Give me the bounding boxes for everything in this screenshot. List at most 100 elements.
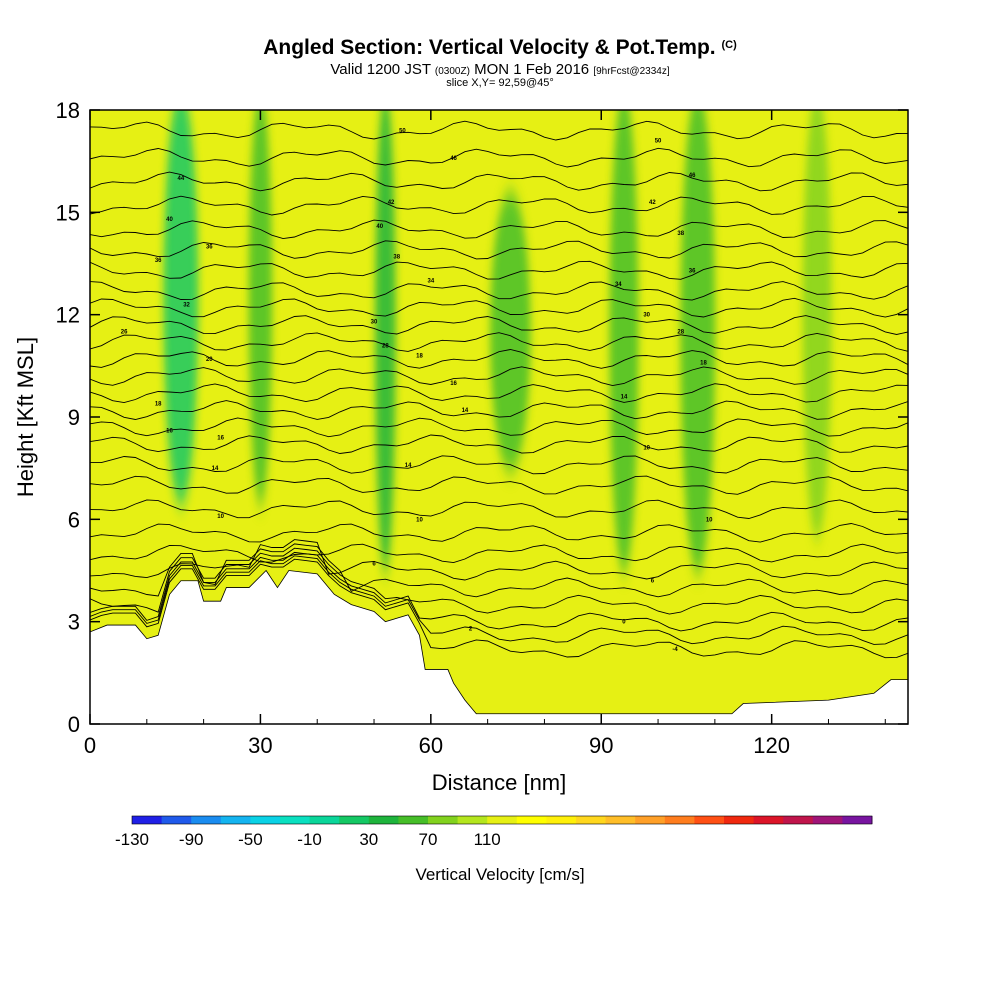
contour-label-36: 46 — [689, 173, 696, 179]
theta-contour-7 — [90, 523, 908, 543]
forecast-info: [9hrFcst@2334z] — [593, 66, 670, 77]
contour-label-11: 10 — [217, 514, 224, 520]
contour-label-21: 6 — [372, 562, 376, 568]
contour-label-4: 40 — [166, 217, 173, 223]
theta-contour-24 — [90, 195, 908, 216]
title-main: Angled Section: Vertical Velocity & Pot.… — [263, 36, 716, 59]
colorbar-swatch — [368, 816, 399, 824]
contour-label-20: 10 — [416, 517, 423, 523]
theta-contour-13 — [90, 400, 908, 420]
x-tick-label: 30 — [248, 733, 272, 758]
colorbar-swatch — [398, 816, 429, 824]
theta-contour-5 — [90, 539, 908, 581]
chart-title: Angled Section: Vertical Velocity & Pot.… — [0, 36, 1000, 60]
y-tick-label: 0 — [68, 712, 80, 737]
colorbar-label: Vertical Velocity [cm/s] — [415, 865, 584, 884]
updraft-band-0 — [163, 110, 199, 506]
theta-contour-8 — [90, 499, 908, 519]
title-unit: (C) — [721, 39, 737, 51]
updraft-band-5 — [680, 110, 716, 574]
contour-label-17: 50 — [399, 128, 406, 134]
theta-contour-14 — [90, 383, 908, 404]
chart-subtitle: Valid 1200 JST (0300Z) MON 1 Feb 2016 [9… — [0, 61, 1000, 78]
theta-contour-10 — [90, 455, 908, 475]
contour-label-9: 14 — [212, 466, 219, 472]
contour-label-23: 46 — [450, 156, 457, 162]
contour-label-25: 14 — [462, 408, 469, 414]
contour-label-3: 16 — [166, 429, 173, 435]
colorbar-tick-label: -90 — [179, 830, 204, 849]
y-tick-label: 18 — [56, 98, 80, 123]
contour-label-27: 34 — [615, 282, 622, 288]
theta-contour-4 — [90, 543, 908, 598]
contour-label-1: 36 — [155, 258, 162, 264]
theta-contour-15 — [90, 366, 908, 387]
theta-contour-1 — [90, 555, 908, 645]
updraft-band-4 — [609, 110, 639, 574]
theta-contour-2 — [90, 551, 908, 632]
colorbar-swatch — [783, 816, 814, 824]
theta-contour-27 — [90, 120, 908, 141]
updraft-band-6 — [802, 110, 832, 540]
colorbar-swatch — [428, 816, 459, 824]
theta-contour-19 — [90, 297, 908, 318]
y-axis-label: Height [Kft MSL] — [13, 337, 38, 497]
colorbar-swatch — [605, 816, 636, 824]
contour-label-40: -4 — [672, 647, 678, 653]
colorbar-frame — [131, 815, 873, 825]
colorbar-swatch — [635, 816, 666, 824]
theta-contour-17 — [90, 332, 908, 352]
contour-label-15: 42 — [388, 200, 395, 206]
theta-contour-23 — [90, 219, 908, 240]
valid-date: MON 1 Feb 2016 — [474, 61, 590, 78]
colorbar-tick-label: -10 — [297, 830, 322, 849]
theta-contour-12 — [90, 417, 908, 438]
x-tick-label: 120 — [753, 733, 790, 758]
colorbar-swatch — [487, 816, 518, 824]
contour-label-14: 40 — [376, 224, 383, 230]
x-tick-label: 90 — [589, 733, 613, 758]
contour-label-39: 10 — [706, 517, 713, 523]
contour-label-6: 32 — [183, 302, 190, 308]
y-tick-label: 12 — [56, 303, 80, 328]
theta-contour-16 — [90, 349, 908, 369]
contour-label-19: 18 — [416, 354, 423, 360]
contour-label-5: 44 — [178, 176, 185, 182]
contour-label-26: 2 — [469, 626, 473, 632]
colorbar-swatch — [220, 816, 251, 824]
theta-contour-22 — [90, 240, 908, 260]
colorbar-swatch — [664, 816, 695, 824]
colorbar-swatch — [250, 816, 281, 824]
contour-label-10: 16 — [217, 435, 224, 441]
colorbar-swatch — [280, 816, 311, 824]
colorbar-swatch — [576, 816, 607, 824]
contour-label-18: 14 — [405, 463, 412, 469]
contour-label-16: 38 — [393, 255, 400, 261]
theta-contour-26 — [90, 147, 908, 168]
y-tick-label: 6 — [68, 507, 80, 532]
colorbar-swatch — [546, 816, 577, 824]
colorbar-tick-label: 30 — [359, 830, 378, 849]
y-tick-label: 15 — [56, 200, 80, 225]
colorbar-swatch — [132, 816, 163, 824]
contour-label-41: 6 — [651, 579, 655, 585]
x-tick-label: 0 — [84, 733, 96, 758]
theta-contour-25 — [90, 171, 908, 192]
contour-label-35: 38 — [677, 231, 684, 237]
colorbar-swatch — [724, 816, 755, 824]
colorbar-swatch — [339, 816, 370, 824]
colorbar-swatch — [842, 816, 873, 824]
colorbar-swatch — [694, 816, 725, 824]
colorbar-tick-label: 70 — [419, 830, 438, 849]
colorbar-swatch — [812, 816, 843, 824]
updraft-band-1 — [248, 110, 273, 506]
colorbar-swatch — [309, 816, 340, 824]
colorbar-tick-label: -50 — [238, 830, 263, 849]
contour-label-32: 42 — [649, 200, 656, 206]
contour-label-0: 26 — [121, 330, 128, 336]
theta-contour-20 — [90, 281, 908, 301]
contour-label-31: 30 — [643, 313, 650, 319]
colorbar-swatch — [161, 816, 192, 824]
contour-label-29: 0 — [622, 620, 626, 626]
